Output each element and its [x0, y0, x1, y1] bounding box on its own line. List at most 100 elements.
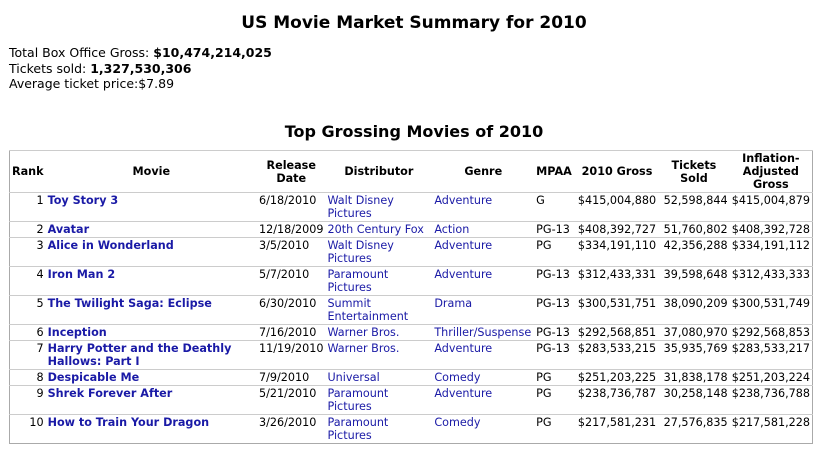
table-cell: Adventure — [432, 237, 535, 267]
table-cell: Adventure — [432, 192, 535, 222]
genre-link[interactable]: Thriller/Suspense — [434, 326, 532, 339]
table-cell: 35,935,769 — [658, 340, 730, 370]
table-cell: 5/21/2010 — [256, 385, 326, 415]
genre-link[interactable]: Comedy — [434, 371, 481, 384]
movie-link[interactable]: Alice in Wonderland — [47, 239, 174, 252]
table-cell: $408,392,728 — [729, 221, 813, 238]
page-title: US Movie Market Summary for 2010 — [241, 13, 587, 33]
table-cell: Summit Entertainment — [325, 295, 433, 325]
distributor-link[interactable]: Paramount Pictures — [327, 387, 389, 413]
table-cell: 7/9/2010 — [256, 369, 326, 386]
table-cell: PG-13 — [534, 324, 576, 341]
table-row: 8 Despicable Me 7/9/2010 Universal Comedy PG $… — [9, 369, 813, 386]
table-cell: 3/26/2010 — [256, 414, 326, 444]
table-cell: Comedy — [432, 369, 535, 386]
table-row: 4 Iron Man 2 5/7/2010 Paramount Pictures Adv… — [9, 266, 813, 296]
table-cell: $334,191,110 — [575, 237, 659, 267]
summary-line: Total Box Office Gross: $10,474,214,025 — [9, 45, 272, 61]
movie-link[interactable]: Avatar — [47, 223, 90, 236]
genre-link[interactable]: Adventure — [434, 342, 493, 355]
distributor-link[interactable]: Walt Disney Pictures — [327, 239, 394, 265]
column-header: MPAA — [534, 150, 576, 193]
table-cell: $334,191,112 — [729, 237, 813, 267]
table-cell: The Twilight Saga: Eclipse — [45, 295, 257, 325]
table-cell: 42,356,288 — [658, 237, 730, 267]
column-header: Inflation-Adjusted Gross — [729, 150, 813, 193]
table-cell: PG — [534, 369, 576, 386]
movie-link[interactable]: Shrek Forever After — [47, 387, 173, 400]
table-cell: $312,433,331 — [575, 266, 659, 296]
table-cell: 2 — [9, 221, 46, 238]
table-cell: $238,736,787 — [575, 385, 659, 415]
genre-link[interactable]: Adventure — [434, 387, 493, 400]
genre-link[interactable]: Adventure — [434, 194, 493, 207]
movie-link[interactable]: Harry Potter and the Deathly Hallows: Pa… — [47, 342, 232, 368]
genre-link[interactable]: Drama — [434, 297, 473, 310]
table-cell: PG-13 — [534, 340, 576, 370]
table-body: 1 Toy Story 3 6/18/2010 Walt Disney Picture… — [9, 192, 813, 444]
summary-label: Average ticket price: — [9, 76, 139, 91]
table-row: 10 How to Train Your Dragon 3/26/2010 Param… — [9, 414, 813, 444]
table-cell: Warner Bros. — [325, 340, 433, 370]
movie-link[interactable]: Toy Story 3 — [47, 194, 119, 207]
table-cell: 10 — [9, 414, 46, 444]
distributor-link[interactable]: Paramount Pictures — [327, 268, 389, 294]
table-cell: Paramount Pictures — [325, 414, 433, 444]
distributor-link[interactable]: Warner Bros. — [327, 342, 400, 355]
table-cell: $415,004,879 — [729, 192, 813, 222]
table-cell: $312,433,333 — [729, 266, 813, 296]
genre-link[interactable]: Adventure — [434, 268, 493, 281]
table-row: 3 Alice in Wonderland 3/5/2010 Walt Disney … — [9, 237, 813, 267]
table-cell: PG-13 — [534, 221, 576, 238]
table-cell: 7 — [9, 340, 46, 370]
genre-link[interactable]: Action — [434, 223, 470, 236]
table-row: 9 Shrek Forever After 5/21/2010 Paramount P… — [9, 385, 813, 415]
table-cell: 8 — [9, 369, 46, 386]
distributor-link[interactable]: Summit Entertainment — [327, 297, 409, 323]
distributor-link[interactable]: Warner Bros. — [327, 326, 400, 339]
table-cell: 38,090,209 — [658, 295, 730, 325]
table-row: 7 Harry Potter and the Deathly Hallows: P… — [9, 340, 813, 370]
table-cell: PG-13 — [534, 295, 576, 325]
table-cell: $251,203,225 — [575, 369, 659, 386]
table-cell: Adventure — [432, 385, 535, 415]
column-header: Distributor — [325, 150, 433, 193]
table-cell: Avatar — [45, 221, 257, 238]
table-row: 5 The Twilight Saga: Eclipse 6/30/2010 Summ… — [9, 295, 813, 325]
table-cell: 11/19/2010 — [256, 340, 326, 370]
summary-value: $10,474,214,025 — [153, 45, 272, 60]
table-cell: $300,531,751 — [575, 295, 659, 325]
table-cell: $292,568,853 — [729, 324, 813, 341]
distributor-link[interactable]: Paramount Pictures — [327, 416, 389, 442]
table-cell: 31,838,178 — [658, 369, 730, 386]
table-row: 2 Avatar 12/18/2009 20th Century Fox Action P… — [9, 221, 813, 238]
movie-link[interactable]: Iron Man 2 — [47, 268, 116, 281]
genre-link[interactable]: Comedy — [434, 416, 481, 429]
table-cell: Toy Story 3 — [45, 192, 257, 222]
table-cell: PG-13 — [534, 266, 576, 296]
movie-link[interactable]: Inception — [47, 326, 107, 339]
table-cell: Iron Man 2 — [45, 266, 257, 296]
table-row: 1 Toy Story 3 6/18/2010 Walt Disney Picture… — [9, 192, 813, 222]
summary-value: $7.89 — [138, 76, 175, 91]
distributor-link[interactable]: Walt Disney Pictures — [327, 194, 394, 220]
distributor-link[interactable]: Universal — [327, 371, 380, 384]
header-row: Rank Movie Release Date Distributor Genre MPA… — [9, 150, 813, 193]
table-cell: $300,531,749 — [729, 295, 813, 325]
table-cell: 4 — [9, 266, 46, 296]
table-cell: 20th Century Fox — [325, 221, 433, 238]
table-cell: $292,568,851 — [575, 324, 659, 341]
table-cell: Alice in Wonderland — [45, 237, 257, 267]
summary-label: Tickets sold: — [9, 60, 87, 76]
table-cell: $283,533,217 — [729, 340, 813, 370]
table-cell: How to Train Your Dragon — [45, 414, 257, 444]
distributor-link[interactable]: 20th Century Fox — [327, 223, 424, 236]
movie-link[interactable]: The Twilight Saga: Eclipse — [47, 297, 212, 310]
genre-link[interactable]: Adventure — [434, 239, 493, 252]
table-cell: $251,203,224 — [729, 369, 813, 386]
table-cell: 52,598,844 — [658, 192, 730, 222]
table-cell: Walt Disney Pictures — [325, 192, 433, 222]
movie-link[interactable]: Despicable Me — [47, 371, 140, 384]
movie-link[interactable]: How to Train Your Dragon — [47, 416, 210, 429]
